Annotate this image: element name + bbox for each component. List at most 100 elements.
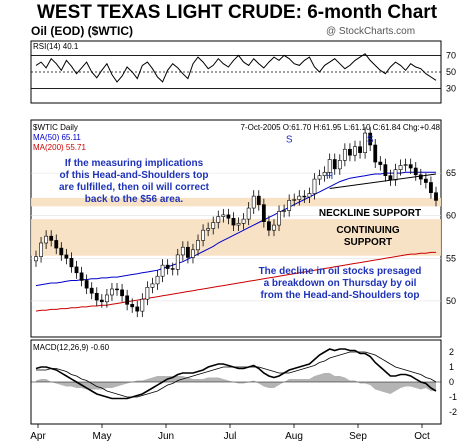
ma50-legend: MA(50) 65.11 — [33, 133, 81, 142]
x-tick-label: Apr — [30, 431, 46, 442]
measuring-note-line-1: If the measuring implications — [65, 158, 204, 169]
candle-body — [327, 159, 332, 173]
measuring-note-line-2: of this Head-and-Shoulders top — [60, 170, 209, 181]
candle-body — [231, 217, 236, 226]
candle-body — [170, 268, 175, 270]
decline-note-line-2: a breakdown on Thursday by oil — [264, 278, 417, 289]
candle-body — [155, 275, 160, 285]
candle-body — [307, 193, 312, 198]
candle-body — [388, 175, 393, 181]
candle-body — [403, 164, 408, 166]
candle-body — [104, 294, 109, 303]
candle-body — [39, 242, 43, 257]
candle-body — [216, 216, 221, 223]
ma200-legend: MA(200) 55.71 — [33, 143, 86, 152]
macd-histogram — [36, 373, 436, 394]
x-tick-label: Aug — [285, 431, 303, 442]
continuing-support-line-2: SUPPORT — [344, 237, 392, 248]
price-quote: 7-Oct-2005 O:61.70 H:61.95 L:61.10 C:61.… — [241, 123, 441, 132]
candle-body — [165, 264, 170, 269]
candle-body — [34, 256, 38, 262]
macd-label: MACD(12,26,9) -0.60 — [33, 343, 110, 352]
price-tick-label: 60 — [446, 211, 456, 221]
price-tick-label: 65 — [446, 168, 456, 178]
ma50-line — [35, 171, 436, 287]
candle-body — [125, 295, 130, 305]
measuring-note-line-4: back to the $56 area. — [85, 194, 184, 205]
candle-body — [363, 132, 368, 153]
candle-body — [398, 165, 403, 171]
candle-body — [317, 175, 322, 180]
x-tick-label: May — [93, 431, 112, 442]
candle-body — [206, 228, 211, 231]
candle-body — [84, 280, 89, 289]
candle-body — [221, 214, 226, 217]
candle-body — [282, 210, 287, 212]
candle-body — [54, 240, 59, 249]
candle-body — [44, 235, 49, 244]
candle-body — [378, 161, 383, 165]
candle-body — [413, 167, 418, 176]
candle-body — [115, 288, 119, 291]
candle-body — [267, 221, 271, 231]
chart-title: WEST TEXAS LIGHT CRUDE: 6-month Chart — [36, 2, 438, 23]
macd-layer: 2 1 0 -1 -2 — [31, 347, 457, 417]
price-tick-label: 50 — [446, 296, 456, 306]
candle-body — [353, 146, 357, 156]
rsi-layer: 30 50 70 — [31, 50, 456, 94]
pattern-label: S — [367, 134, 374, 145]
candle-body — [236, 223, 241, 226]
neckline — [329, 173, 437, 189]
x-tick-label: Jun — [158, 431, 174, 442]
candle-body — [130, 304, 135, 308]
rsi-line — [35, 53, 437, 83]
candle-body — [256, 195, 261, 205]
copyright-text: @ StockCharts.com — [326, 26, 416, 37]
rsi-tick-label: 50 — [446, 67, 456, 77]
candle-body — [322, 171, 327, 176]
candle-body — [292, 199, 297, 201]
x-tick-label: Jul — [224, 431, 237, 442]
price-tick-label: 55 — [446, 253, 456, 263]
candle-body — [342, 148, 347, 161]
x-tick-label: Oct — [414, 431, 430, 442]
candle-body — [302, 195, 307, 198]
candle-body — [358, 146, 362, 153]
candle-body — [312, 178, 317, 194]
candle-body — [272, 224, 276, 231]
candle-body — [332, 159, 337, 170]
candle-body — [287, 200, 292, 211]
candle-body — [150, 283, 155, 288]
candle-body — [429, 182, 433, 194]
candle-body — [180, 246, 185, 256]
rsi-tick-label: 30 — [446, 84, 456, 94]
macd-tick-label: 2 — [449, 347, 454, 357]
rsi-tick-label: 70 — [446, 50, 456, 60]
candle-body — [160, 264, 165, 277]
candle-body — [246, 207, 251, 220]
decline-note-line-3: from the Head-and-Shoulders top — [261, 290, 420, 301]
candle-body — [191, 249, 195, 258]
measuring-note-line-3: are fulfilled, then oil will correct — [59, 182, 210, 193]
candle-body — [241, 218, 246, 224]
support-band — [31, 197, 441, 207]
candle-body — [110, 288, 114, 296]
x-tick-label: Sep — [349, 431, 367, 442]
candle-body — [69, 258, 74, 268]
price-layer: 50 55 60 65 S H S — [31, 127, 456, 318]
candle-body — [337, 160, 342, 170]
candle-body — [368, 132, 373, 146]
pattern-label: S — [286, 134, 293, 145]
candle-body — [175, 254, 180, 270]
candle-body — [145, 286, 150, 300]
rsi-label: RSI(14) 40.1 — [33, 42, 79, 51]
candle-body — [373, 144, 378, 163]
macd-line — [35, 348, 437, 400]
candle-body — [201, 229, 205, 241]
support-band — [31, 219, 441, 256]
candle-body — [226, 214, 231, 219]
continuing-support-line-1: CONTINUING — [336, 225, 400, 236]
candle-body — [211, 222, 216, 229]
ma200-line — [35, 251, 436, 312]
